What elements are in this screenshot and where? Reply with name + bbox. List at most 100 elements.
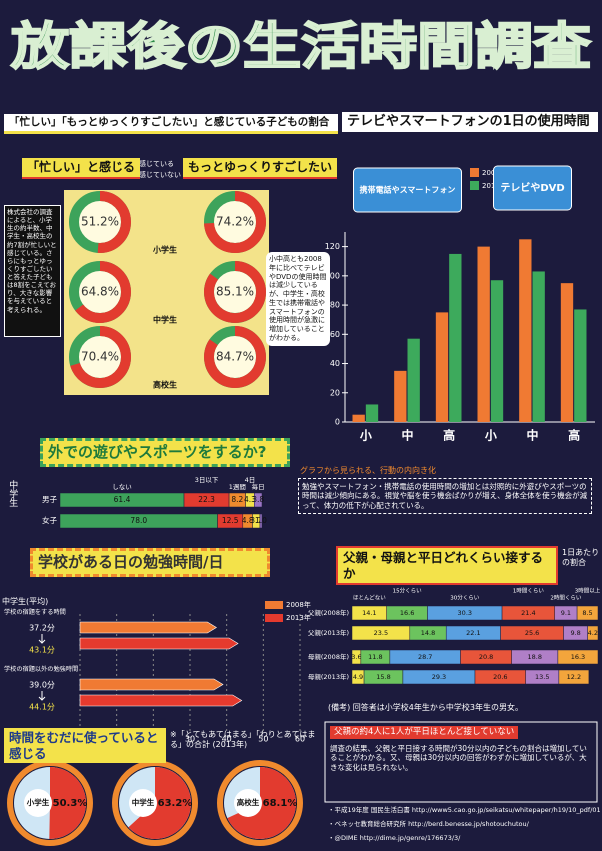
value-label: 85.1% bbox=[216, 285, 254, 299]
series-label: 15分くらい bbox=[393, 587, 422, 595]
annotation-title: 父親の約4人に1人が平日ほとんど接していない bbox=[330, 726, 519, 739]
x-tick-label: 中 bbox=[401, 428, 413, 443]
source: ・@DIME http://dime.jp/genre/176673/3/ bbox=[328, 834, 461, 842]
pie-slice bbox=[49, 767, 86, 839]
value-label: 43.1分 bbox=[29, 646, 55, 655]
pie-center bbox=[24, 789, 52, 817]
bar bbox=[560, 283, 574, 422]
value-label: 16.3 bbox=[571, 653, 585, 661]
value-label: 22.3 bbox=[198, 495, 215, 504]
x-tick-label: 高 bbox=[443, 428, 455, 443]
bar-segment bbox=[259, 513, 263, 529]
series-label: しない bbox=[112, 483, 132, 491]
value-label: 22.1 bbox=[466, 629, 480, 637]
legend-label: 感じている bbox=[139, 159, 174, 168]
category-label: 女子 bbox=[42, 515, 57, 525]
legend-swatch bbox=[470, 181, 479, 190]
section-header: 「忙しい」「もっとゆっくりすごしたい」と感じている子どもの割合 bbox=[4, 114, 338, 135]
note: 株式会社の調査によると、小学生の約半数、中学生・高校生の約7割が忙しいと感じてい… bbox=[4, 205, 61, 337]
category-label: 父親(2008年) bbox=[308, 608, 349, 617]
annotation: 調査の結果、父親と平日接する時間が30分以内の子どもの割合は増加していることがわ… bbox=[330, 744, 587, 772]
y-tick-label: 80 bbox=[330, 301, 340, 310]
y-tick-label: 100 bbox=[325, 271, 340, 280]
value-label: 30.3 bbox=[458, 609, 472, 617]
arrow bbox=[38, 691, 46, 701]
annotation: 勉強やスマートフォン・携帯電話の使用時間の増加とは対照的に外遊びやスポーツの時間… bbox=[298, 478, 592, 515]
legend-label: 2013年 bbox=[286, 613, 311, 622]
annotation-title: グラフから見られる、行動の内向き化 bbox=[300, 466, 436, 475]
value-label: 29.3 bbox=[432, 673, 446, 681]
category-label: 高校生 bbox=[153, 380, 177, 390]
series-label: ほとんどない bbox=[353, 594, 386, 602]
note: (備考) 回答者は小学校4年生から中学校3年生の男女。 bbox=[328, 703, 523, 712]
y-tick-label: 20 bbox=[330, 388, 340, 397]
pencil-bar bbox=[79, 637, 239, 650]
value-label: 9.8 bbox=[570, 629, 580, 637]
x-tick-label: 30 bbox=[185, 735, 195, 744]
value-label: 25.6 bbox=[525, 629, 539, 637]
value-label: 84.7% bbox=[216, 350, 254, 364]
value-label: 4.3 bbox=[244, 495, 256, 504]
x-tick-label: 60 bbox=[295, 735, 305, 744]
series-label: 30分くらい bbox=[450, 594, 479, 602]
value-label: 3.8 bbox=[252, 495, 264, 504]
value-label: 37.2分 bbox=[29, 624, 55, 633]
series-label: 4日 bbox=[245, 476, 256, 484]
group-label: 携帯電話やスマートフォン bbox=[360, 185, 456, 195]
value-label: 74.2% bbox=[216, 215, 254, 229]
value-label: 11.8 bbox=[368, 653, 382, 661]
pie-slice bbox=[128, 767, 191, 839]
pie-center bbox=[129, 789, 157, 817]
bar-segment bbox=[557, 649, 599, 665]
series-label: 1時間くらい bbox=[513, 587, 544, 595]
value-label: 51.2% bbox=[81, 215, 119, 229]
y-tick-label: 120 bbox=[325, 242, 340, 251]
donut-arc bbox=[204, 261, 266, 323]
subheader: 「忙しい」と感じる bbox=[22, 158, 141, 179]
series-label: 毎日 bbox=[252, 482, 265, 491]
value-label: 15.8 bbox=[376, 673, 390, 681]
category-label: 学校の宿題をする時間 bbox=[4, 608, 66, 616]
value-label: 63.2% bbox=[158, 798, 193, 809]
bar bbox=[394, 370, 407, 422]
subtitle: 中学生(平均) bbox=[2, 597, 49, 606]
group-label: テレビやDVD bbox=[500, 181, 564, 194]
source: ・ベネッセ教育総合研究所 http://berd.benesse.jp/shot… bbox=[328, 820, 529, 828]
value-label: 3.7 bbox=[250, 516, 262, 525]
category-label: 中学生 bbox=[132, 797, 155, 807]
value-label: 20.8 bbox=[479, 653, 493, 661]
y-tick-label: 60 bbox=[330, 330, 340, 339]
series-label: 2時間くらい bbox=[550, 594, 581, 602]
value-label: 61.4 bbox=[114, 495, 131, 504]
pencil-bar bbox=[79, 678, 224, 691]
donut-arc bbox=[204, 326, 266, 388]
pie-center bbox=[234, 789, 262, 817]
bar bbox=[352, 414, 365, 422]
value-label: 14.1 bbox=[362, 609, 376, 617]
legend-swatch bbox=[265, 614, 283, 622]
bar-segment bbox=[254, 492, 263, 508]
category-label: 男子 bbox=[42, 495, 57, 504]
value-label: 14.8 bbox=[421, 629, 435, 637]
value-label: 18.8 bbox=[528, 653, 542, 661]
note: ※「とてもあてはまる」「わりとあてはまる」の合計 (2013年) bbox=[170, 730, 316, 749]
group-box bbox=[353, 167, 462, 213]
legend-swatch bbox=[265, 601, 283, 609]
value-label: 28.7 bbox=[418, 653, 432, 661]
value-label: 21.4 bbox=[521, 609, 535, 617]
bar bbox=[435, 312, 449, 422]
subtitle: 1日あたりの割合 bbox=[562, 548, 600, 567]
section-header: 学校がある日の勉強時間/日 bbox=[30, 548, 270, 577]
value-label: 4.9 bbox=[353, 673, 363, 681]
category-label: 父親(2013年) bbox=[308, 628, 349, 637]
value-label: 1.0 bbox=[255, 516, 267, 525]
arrow bbox=[38, 634, 46, 644]
category-label: 中学生 bbox=[153, 315, 177, 325]
annotation: 小中高とも2008年に比べてテレビやDVDの使用時間は減少しているが、中学生・高… bbox=[266, 252, 330, 346]
donut-arc bbox=[204, 191, 266, 253]
category-label: 母親(2013年) bbox=[308, 672, 349, 681]
donut-arc bbox=[75, 261, 131, 323]
category-label: 小学生 bbox=[152, 245, 177, 255]
value-label: 39.0分 bbox=[29, 681, 55, 690]
